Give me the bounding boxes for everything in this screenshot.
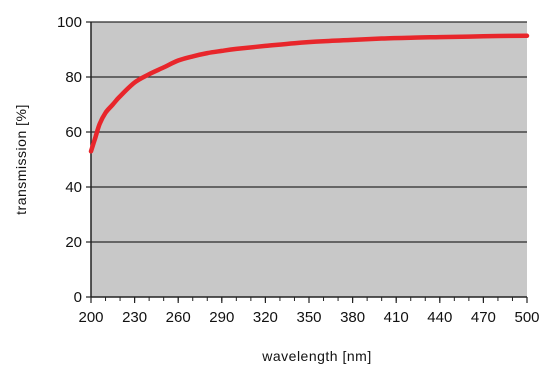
y-axis-ticks: 0 20 40 60 80 100: [57, 14, 91, 306]
x-tick-label-290: 290: [209, 309, 234, 326]
x-axis-title: wavelength [nm]: [261, 348, 371, 364]
x-tick-label-500: 500: [514, 309, 539, 326]
x-axis-ticks: 200 230 260 290 320 350 380 410 440 470 500: [78, 297, 540, 326]
y-axis-title: transmission [%]: [13, 104, 29, 215]
y-tick-label-0: 0: [74, 289, 82, 306]
x-tick-label-410: 410: [384, 309, 409, 326]
x-tick-label-200: 200: [78, 309, 103, 326]
x-tick-label-470: 470: [471, 309, 496, 326]
y-tick-label-100: 100: [57, 14, 82, 31]
y-tick-label-60: 60: [65, 124, 82, 141]
x-tick-label-440: 440: [427, 309, 452, 326]
x-tick-label-230: 230: [122, 309, 147, 326]
y-tick-label-80: 80: [65, 69, 82, 86]
x-tick-label-380: 380: [340, 309, 365, 326]
plot-area: [91, 22, 527, 297]
y-tick-label-40: 40: [65, 179, 82, 196]
x-tick-label-260: 260: [166, 309, 191, 326]
x-tick-label-320: 320: [253, 309, 278, 326]
y-tick-label-20: 20: [65, 234, 82, 251]
series-line-0: [88, 33, 530, 154]
x-tick-label-350: 350: [296, 309, 321, 326]
series-group: [88, 33, 530, 154]
grid-lines: [91, 21, 527, 243]
